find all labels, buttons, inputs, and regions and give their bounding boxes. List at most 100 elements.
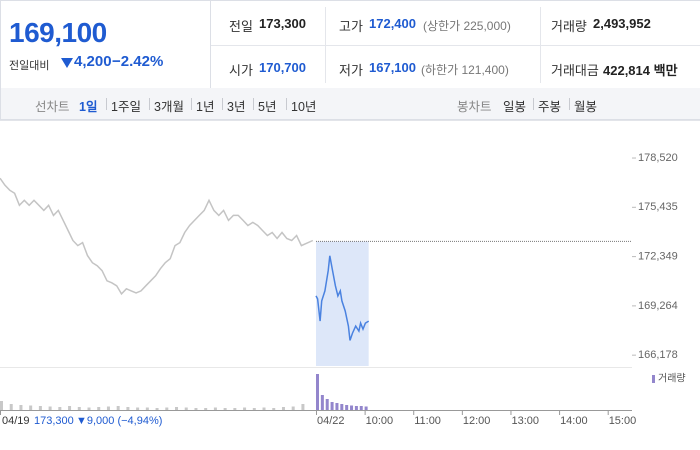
volume-bar bbox=[325, 399, 329, 410]
volume-bar bbox=[175, 407, 179, 410]
volume-bar bbox=[335, 403, 339, 410]
volume-bar bbox=[330, 402, 334, 410]
volume-bar bbox=[252, 408, 256, 410]
tab-group-label: 봉차트 bbox=[457, 100, 492, 114]
x-tick-label: 14:00 bbox=[560, 415, 588, 427]
volume-bar bbox=[48, 406, 52, 410]
period-tab[interactable]: 1년 bbox=[196, 100, 215, 114]
stat-label: 고가 bbox=[339, 19, 363, 34]
separator bbox=[569, 98, 570, 110]
y-tick-label: 178,520 bbox=[638, 152, 678, 164]
change-label: 전일대비 bbox=[9, 60, 50, 72]
volume-bar bbox=[19, 405, 23, 410]
x-tick-label: 04/19 bbox=[2, 415, 30, 427]
legend-marker bbox=[652, 375, 655, 383]
stat-value: 173,300 bbox=[259, 16, 306, 31]
legend-label: 거래량 bbox=[658, 373, 686, 385]
stat-note: (상한가 225,000) bbox=[423, 19, 511, 33]
chart: 166,178 169,264 172,349 175,435 178,520 04/19… bbox=[0, 120, 700, 427]
volume-bar bbox=[243, 407, 247, 410]
volume-bar bbox=[116, 406, 120, 410]
stat-value: 172,400 bbox=[369, 16, 416, 31]
period-tab[interactable]: 3개월 bbox=[154, 100, 184, 114]
separator bbox=[222, 98, 223, 110]
change-percent: −2.42% bbox=[112, 53, 164, 70]
stat-value: 167,100 bbox=[369, 60, 416, 75]
volume-bar bbox=[320, 395, 324, 410]
volume-bar bbox=[0, 401, 3, 410]
volume-bar bbox=[126, 407, 130, 410]
volume-bar bbox=[77, 407, 81, 410]
quote-panel: 169,100 전일대비 4,200 −2.42% 전일 173,300 고가 … bbox=[0, 0, 700, 89]
x-tick-label: 11:00 bbox=[414, 415, 441, 427]
volume-bar bbox=[184, 407, 188, 410]
y-tick-label: 172,349 bbox=[638, 251, 678, 263]
volume-bar bbox=[233, 408, 237, 410]
stat-label: 전일 bbox=[229, 19, 253, 34]
stat-value: 2,493,952 bbox=[593, 16, 651, 31]
volume-bar bbox=[106, 406, 110, 410]
stat-value: 422,814 백만 bbox=[603, 63, 678, 78]
period-tabs: 선차트 봉차트 1일 1주일 3개월 1년 3년 5년 10년 일봉 주봉 월봉 bbox=[0, 88, 700, 120]
y-tick-label: 166,178 bbox=[638, 349, 678, 361]
volume-bar bbox=[58, 407, 62, 410]
volume-bar bbox=[213, 407, 217, 410]
candle-tab[interactable]: 월봉 bbox=[574, 100, 598, 114]
volume-bar bbox=[97, 407, 101, 410]
divider bbox=[210, 1, 211, 88]
period-tab[interactable]: 3년 bbox=[227, 100, 246, 114]
volume-bar bbox=[29, 405, 33, 410]
y-tick-label: 169,264 bbox=[638, 300, 678, 312]
volume-bar bbox=[9, 404, 13, 410]
period-tab[interactable]: 1일 bbox=[79, 100, 98, 114]
volume-bar bbox=[316, 374, 319, 410]
volume-bar bbox=[354, 406, 358, 410]
tab-group-label: 선차트 bbox=[35, 100, 70, 114]
volume-bar bbox=[281, 407, 285, 410]
volume-bar bbox=[345, 405, 349, 410]
period-tab[interactable]: 1주일 bbox=[111, 100, 141, 114]
separator bbox=[253, 98, 254, 110]
separator bbox=[106, 98, 107, 110]
volume-bar bbox=[223, 408, 227, 410]
volume-bar bbox=[350, 405, 354, 410]
volume-bar bbox=[165, 407, 169, 410]
stat-label: 시가 bbox=[229, 63, 253, 78]
prev-close-label: 173,300 bbox=[34, 415, 74, 427]
volume-bar bbox=[301, 404, 305, 410]
stat-label: 거래량 bbox=[551, 19, 587, 34]
volume-bar bbox=[272, 408, 276, 410]
stat-note: (하한가 121,400) bbox=[421, 63, 509, 77]
x-tick-label: 04/22 bbox=[317, 415, 345, 427]
period-tab[interactable]: 10년 bbox=[291, 100, 317, 114]
separator bbox=[533, 98, 534, 110]
volume-bar bbox=[145, 407, 149, 410]
volume-bar bbox=[291, 406, 295, 410]
volume-bar bbox=[204, 408, 208, 410]
separator bbox=[286, 98, 287, 110]
x-tick-label: 15:00 bbox=[609, 415, 637, 427]
volume-bar bbox=[68, 406, 72, 410]
candle-tab[interactable]: 일봉 bbox=[503, 100, 527, 114]
prev-change-label: ▼9,000 (−4,94%) bbox=[76, 415, 162, 427]
x-tick-label: 13:00 bbox=[511, 415, 539, 427]
volume-bar bbox=[38, 406, 42, 410]
current-price: 169,100 bbox=[9, 17, 107, 48]
volume-bar bbox=[194, 408, 198, 410]
stat-label: 거래대금 bbox=[551, 63, 599, 78]
period-tab[interactable]: 5년 bbox=[258, 100, 277, 114]
separator bbox=[149, 98, 150, 110]
x-tick-label: 10:00 bbox=[366, 415, 394, 427]
volume-bar bbox=[364, 406, 368, 410]
price-line bbox=[315, 255, 370, 341]
volume-bar bbox=[136, 407, 140, 410]
down-icon bbox=[61, 58, 73, 68]
volume-bar bbox=[340, 404, 344, 410]
candle-tab[interactable]: 주봉 bbox=[538, 100, 562, 114]
stat-value: 170,700 bbox=[259, 60, 306, 75]
stat-label: 저가 bbox=[339, 63, 363, 78]
y-tick-label: 175,435 bbox=[638, 201, 678, 213]
price-line bbox=[0, 177, 314, 296]
